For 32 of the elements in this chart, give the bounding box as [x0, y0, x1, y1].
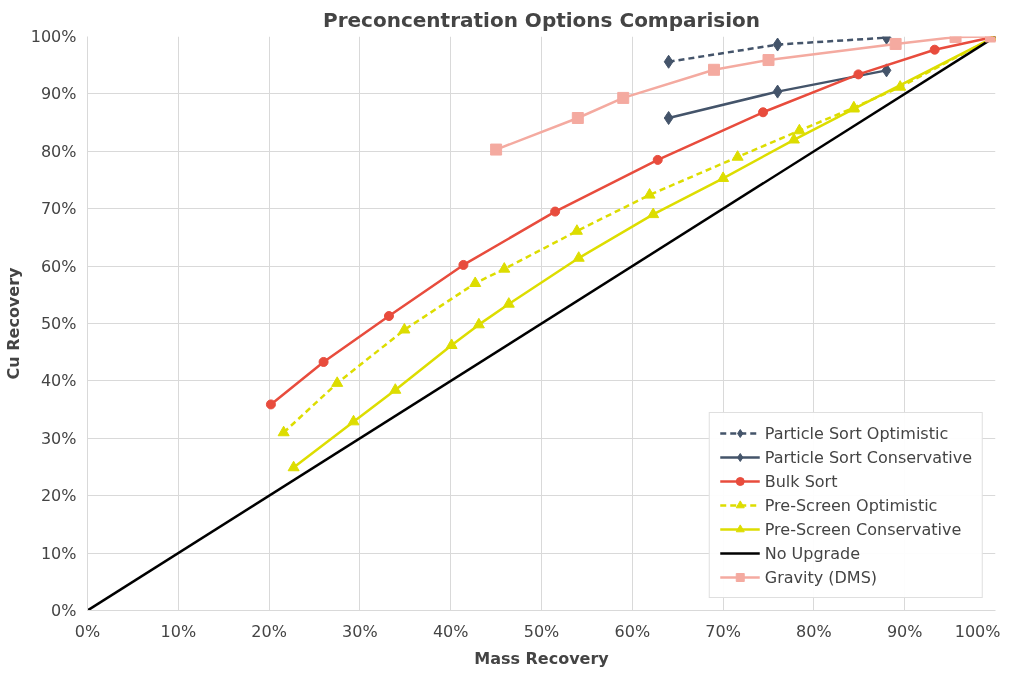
legend-label: Pre-Screen Conservative — [764, 519, 962, 539]
x-tick-label: 20% — [251, 621, 287, 641]
x-tick-label: 0% — [74, 621, 101, 641]
y-tick-label: 80% — [40, 141, 77, 161]
chart-title: Preconcentration Options Comparision — [323, 7, 760, 32]
legend-label: Bulk Sort — [764, 471, 838, 491]
y-tick-label: 40% — [40, 371, 77, 391]
x-tick-label: 100% — [954, 621, 1001, 641]
legend-label: Particle Sort Optimistic — [764, 423, 949, 443]
x-tick-label: 50% — [523, 621, 560, 641]
y-tick-label: 30% — [40, 428, 77, 448]
y-axis-title: Cu Recovery — [3, 266, 23, 380]
x-tick-label: 40% — [432, 621, 469, 641]
y-tick-label: 20% — [40, 486, 77, 506]
x-tick-label: 10% — [160, 621, 197, 641]
legend-label: Particle Sort Conservative — [764, 447, 972, 467]
x-tick-label: 80% — [796, 621, 832, 641]
y-tick-label: 90% — [40, 84, 77, 104]
y-tick-label: 70% — [40, 199, 77, 219]
x-tick-label: 70% — [705, 621, 741, 641]
x-axis-title: Mass Recovery — [474, 648, 610, 668]
x-tick-label: 90% — [886, 621, 923, 641]
y-tick-label: 60% — [40, 256, 77, 276]
legend-label: Pre-Screen Optimistic — [764, 495, 938, 515]
y-tick-label: 10% — [40, 543, 77, 563]
legend-label: No Upgrade — [764, 543, 860, 563]
x-tick-label: 60% — [614, 621, 651, 641]
legend-label: Gravity (DMS) — [764, 567, 878, 587]
y-tick-label: 0% — [51, 601, 77, 620]
x-tick-label: 30% — [342, 621, 378, 641]
y-tick-label: 50% — [40, 314, 77, 333]
y-tick-label: 100% — [30, 27, 77, 46]
